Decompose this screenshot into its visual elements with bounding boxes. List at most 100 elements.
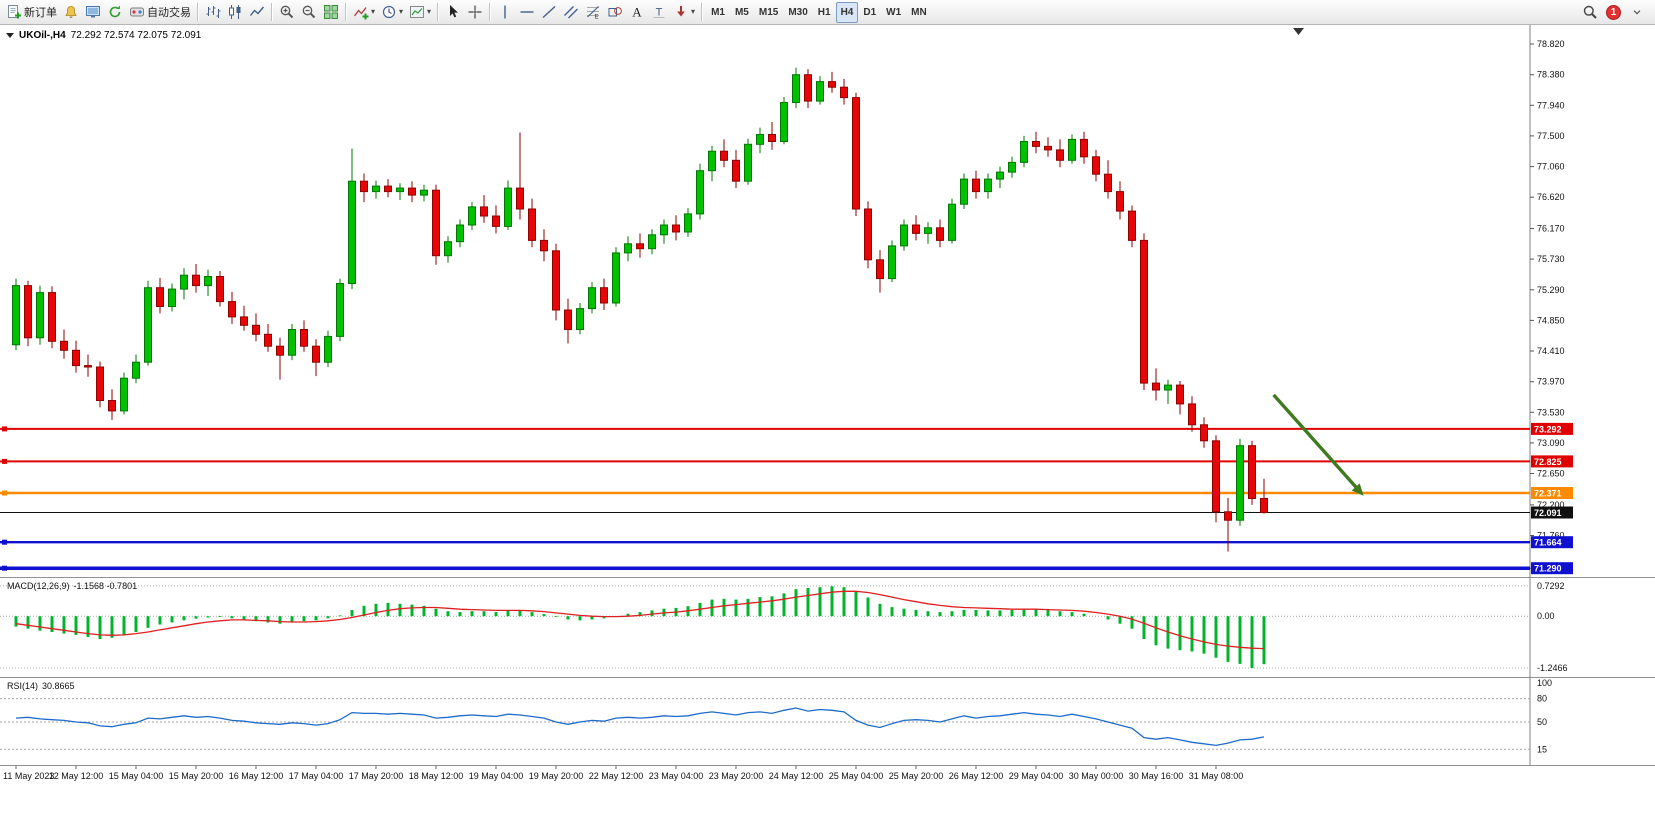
timeframe-m15-button[interactable]: M15 [754,2,783,23]
price-tag-72.371: 72.371 [1531,487,1573,499]
candlestick-chart-button[interactable] [224,2,246,23]
rsi-panel[interactable]: 100 80 50 15 [0,677,1655,765]
cursor-button[interactable] [442,2,464,23]
svg-text:25 May 04:00: 25 May 04:00 [829,771,884,781]
refresh-icon [109,5,121,18]
support-line-71664[interactable] [0,539,1530,545]
monitor-icon [86,6,100,18]
vertical-line-button[interactable] [494,2,516,23]
svg-text:73.090: 73.090 [1537,438,1565,448]
timeframe-m1-button-label: M1 [711,6,725,18]
arrows-button[interactable]: ▾ [670,2,698,23]
timeframe-m30-button-label: M30 [788,6,808,18]
svg-text:22 May 12:00: 22 May 12:00 [589,771,644,781]
line-anchor[interactable] [2,539,7,545]
toolbar-group-timeframes: M1 M5 M15 M30 H1 H4 D1 W1 MN [706,1,932,23]
alerts-button[interactable] [60,2,82,23]
timeframe-m15-button-label: M15 [758,6,779,18]
svg-text:100: 100 [1537,678,1552,688]
line-anchor[interactable] [2,490,7,496]
svg-text:77.500: 77.500 [1537,131,1565,141]
template-icon [410,6,425,18]
timeframe-m1-button[interactable]: M1 [706,2,730,23]
svg-text:75.730: 75.730 [1537,254,1565,264]
text-button[interactable]: A [626,2,648,23]
price-tag-72.825: 72.825 [1531,455,1573,468]
timeframe-m30-button[interactable]: M30 [783,2,812,23]
rsi-value: 30.8665 [42,681,75,691]
rsi-scale: 100 80 50 15 [0,678,1552,754]
equidistant-channel-button[interactable] [560,2,582,23]
support-line-71290[interactable] [0,565,1530,571]
line-chart-icon [249,6,265,16]
svg-text:12 May 12:00: 12 May 12:00 [49,771,104,781]
horizontal-line-button[interactable] [516,2,538,23]
line-chart-button[interactable] [246,2,268,23]
tile-windows-button[interactable] [320,2,342,23]
label-button[interactable]: T [648,2,670,23]
svg-text:A: A [632,5,642,20]
timeframe-m5-button-label: M5 [734,6,749,18]
trendline-button[interactable] [538,2,560,23]
timeframe-d1-button[interactable]: D1 [858,2,881,23]
rsi-name: RSI(14) [7,681,39,691]
svg-text:50: 50 [1537,717,1547,727]
macd-panel[interactable]: 0.7292 0.00 -1.2466 [0,577,1655,677]
support-line-72371[interactable] [0,490,1530,496]
macd-label: MACD(12,26,9) -1.1568 -0.7801 [7,581,141,591]
indicators-button[interactable]: ▾ [350,2,378,23]
shapes-button[interactable] [604,2,626,23]
trend-arrow[interactable] [1272,393,1364,496]
svg-text:23 May 04:00: 23 May 04:00 [649,771,704,781]
timeframe-h4-button[interactable]: H4 [835,1,859,23]
chart-window[interactable]: UKOil-,H4 72.292 72.574 72.075 72.091 78… [0,25,1655,830]
toolbar-group-chart-tools: ▾ ▾ ▾ [350,2,434,23]
search-button[interactable] [1579,2,1601,23]
toolbar-overflow-button[interactable] [1626,2,1648,23]
autotrade-button[interactable]: 自动交易 [126,2,194,23]
crosshair-button[interactable] [464,2,486,23]
new-order-button[interactable]: 新订单 [3,2,60,23]
timeframe-mn-button-label: MN [911,6,927,18]
tile-windows-icon [324,5,338,19]
market-watch-button[interactable] [82,2,104,23]
timeframe-m5-button[interactable]: M5 [730,2,754,23]
line-anchor[interactable] [2,565,7,571]
fibonacci-button[interactable]: E [582,2,604,23]
notification-badge[interactable]: 1 [1606,4,1621,20]
line-anchor[interactable] [2,426,7,432]
search-icon [1583,5,1597,19]
chevron-down-icon: ▾ [691,7,696,16]
svg-text:16 May 12:00: 16 May 12:00 [229,771,284,781]
zoom-out-button[interactable] [298,2,320,23]
timeframe-h1-button[interactable]: H1 [813,2,836,23]
periods-button[interactable]: ▾ [378,2,406,23]
toolbar-group-chart-type [202,2,268,23]
rsi-line [15,707,1265,747]
resistance-line-72825[interactable] [0,458,1530,464]
svg-text:24 May 12:00: 24 May 12:00 [769,771,824,781]
bar-chart-button[interactable] [202,2,224,23]
svg-text:18 May 12:00: 18 May 12:00 [409,771,464,781]
timeframe-w1-button[interactable]: W1 [881,2,906,23]
svg-text:71.664: 71.664 [1534,538,1562,548]
price-chart[interactable]: 78.820 78.380 77.940 77.500 77.060 76.620 76.1… [0,25,1655,577]
price-tag-73.292: 73.292 [1531,422,1573,435]
candlesticks[interactable] [12,67,1268,552]
chart-shift-marker[interactable] [1293,28,1304,35]
clock-icon [382,5,396,19]
templates-button[interactable]: ▾ [406,2,434,23]
bar-chart-icon [206,6,221,18]
resistance-line-73292[interactable] [0,426,1530,432]
chart-menu-icon[interactable] [6,33,14,38]
timeframe-mn-button[interactable]: MN [906,2,932,23]
refresh-button[interactable] [104,2,126,23]
svg-text:78.820: 78.820 [1537,39,1565,49]
line-anchor[interactable] [2,458,7,464]
toolbar-group-zoom [276,2,342,23]
svg-text:74.850: 74.850 [1537,315,1565,325]
svg-text:15: 15 [1537,744,1547,754]
zoom-in-button[interactable] [276,2,298,23]
